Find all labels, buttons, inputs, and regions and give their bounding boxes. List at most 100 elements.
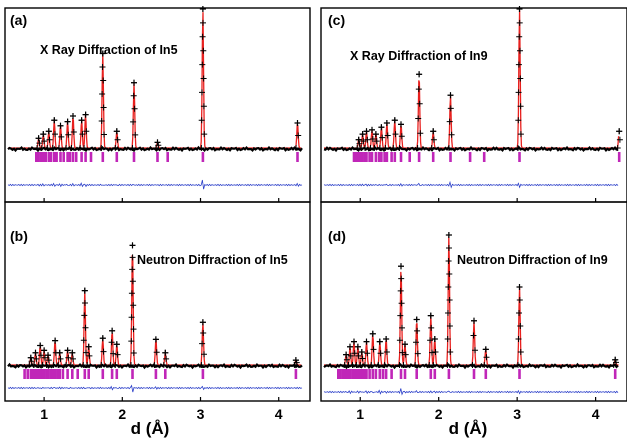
reflection-tick [26, 369, 29, 379]
reflection-tick [417, 152, 421, 162]
observed-point [382, 145, 389, 151]
observed-peak-point [445, 232, 452, 238]
observed-point [99, 91, 106, 97]
observed-point [415, 86, 422, 93]
reflection-tick [37, 152, 40, 162]
observed-point [43, 362, 50, 368]
observed-point [399, 349, 406, 356]
observed-point [517, 75, 524, 82]
reflection-tick [166, 152, 169, 162]
reflection-tick [348, 369, 352, 379]
observed-point [198, 117, 205, 124]
observed-point [82, 300, 88, 306]
reflection-tick [383, 152, 386, 162]
reflection-tick [110, 369, 114, 379]
observed-point [129, 145, 136, 151]
observed-point [57, 355, 64, 362]
observed-point [131, 105, 138, 112]
reflection-tick [201, 369, 205, 379]
reflection-tick [156, 152, 159, 162]
reflection-tick [29, 369, 33, 379]
observed-peak-point [152, 336, 159, 343]
observed-peak-point [372, 131, 379, 138]
observed-peak-point [199, 319, 206, 326]
observed-point [399, 324, 405, 331]
panel-a-xray-in5: (a) X Ray Diffraction of In5 [4, 6, 311, 203]
observed-point [112, 145, 119, 151]
observed-point [100, 77, 107, 84]
reflection-tick [355, 152, 358, 162]
observed-peak-point [85, 343, 92, 350]
observed-point [83, 349, 89, 356]
observed-peak-point [482, 346, 489, 353]
observed-peak-point [32, 349, 39, 356]
reflection-tick [362, 369, 366, 379]
reflection-tick [449, 152, 452, 162]
observed-point [446, 118, 453, 125]
reflection-tick [344, 369, 347, 379]
reflection-tick [380, 152, 383, 162]
observed-point [100, 104, 107, 111]
observed-point [517, 103, 524, 110]
observed-point [84, 362, 91, 368]
reflection-tick [368, 369, 371, 379]
observed-point [515, 89, 522, 96]
observed-point [392, 131, 399, 138]
reflection-tick [613, 369, 617, 379]
observed-point [414, 145, 421, 151]
reflection-tick [351, 369, 354, 379]
observed-point [398, 300, 405, 307]
observed-peak-point [369, 330, 376, 337]
observed-point [33, 355, 40, 362]
reflection-tick [377, 152, 381, 162]
observed-point [79, 131, 86, 138]
observed-peak-point [78, 117, 85, 124]
observed-point [129, 278, 136, 285]
observed-baseline [323, 145, 619, 153]
observed-point [129, 266, 136, 273]
observed-point [41, 354, 48, 361]
reflection-tick [355, 369, 358, 379]
calculated-profile-line [8, 255, 302, 367]
panel-b-xticks: 1 2 3 4 [40, 406, 283, 422]
observed-point [67, 362, 74, 368]
observed-point [396, 337, 403, 344]
observed-peak-point [416, 71, 423, 78]
observed-point [445, 258, 452, 264]
reflection-tick [352, 369, 356, 379]
observed-point [416, 100, 423, 107]
observed-point [448, 131, 455, 138]
reflection-tick [154, 369, 158, 379]
observed-point [447, 105, 454, 112]
panel-a-frame [4, 7, 311, 203]
reflection-tick [38, 369, 42, 379]
reflection-tick [84, 152, 87, 162]
observed-peak-point [162, 349, 169, 356]
observed-point [356, 140, 363, 147]
observed-point [86, 352, 93, 359]
observed-point [70, 129, 77, 135]
calculated-profile-line [324, 10, 620, 149]
reflection-tick [53, 369, 57, 379]
reflection-tick [357, 152, 360, 162]
observed-peak-point [64, 118, 71, 125]
reflection-tick [363, 152, 367, 162]
observed-point [293, 145, 299, 151]
reflection-tick [51, 369, 54, 379]
panel-b-label: (b) [10, 228, 28, 244]
observed-point [63, 145, 70, 151]
observed-point [153, 349, 160, 356]
observed-point [368, 362, 375, 368]
observed-point [516, 33, 523, 40]
observed-point [446, 271, 453, 277]
panel-d-title: Neutron Diffraction of In9 [457, 253, 608, 267]
reflection-tick [49, 152, 53, 162]
observed-point [515, 61, 522, 68]
reflection-tick [44, 152, 47, 162]
reflection-tick [55, 152, 58, 162]
observed-peak-point [99, 50, 106, 57]
reflection-tick [518, 369, 521, 379]
panel-d-frame [320, 201, 627, 402]
observed-point [369, 136, 376, 142]
observed-point [200, 330, 207, 336]
